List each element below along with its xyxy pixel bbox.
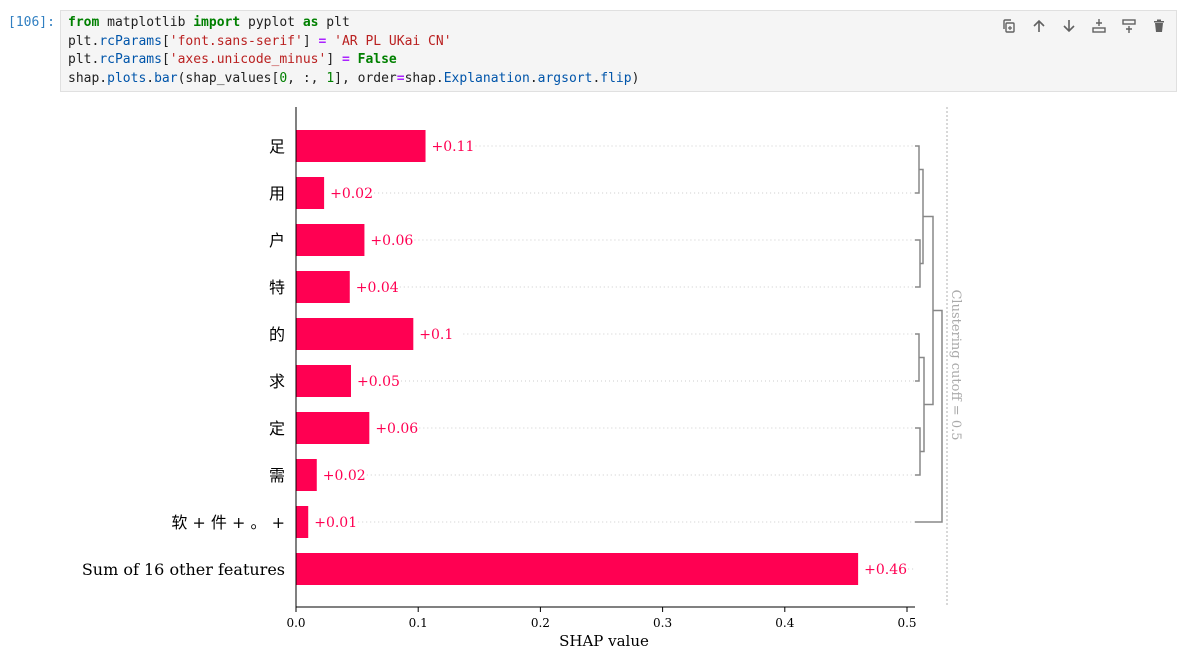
category-label: 求	[269, 372, 285, 391]
x-tick-label: 0.5	[897, 616, 916, 630]
dendrogram-branch	[915, 427, 921, 476]
code-token: argsort	[537, 70, 593, 86]
bar-value-label: +0.02	[323, 468, 366, 484]
code-token: pyplot	[240, 15, 303, 30]
code-token: rcParams	[99, 52, 162, 67]
dendrogram-branch	[915, 239, 921, 288]
bar	[296, 459, 317, 491]
code-token: =	[318, 33, 327, 49]
cell-toolbar	[996, 15, 1172, 37]
copy-icon	[1003, 19, 1015, 33]
shap-bar-chart: +0.11 足 +0.02 用 +0.06 户 +0.04 特 +0.1 的 +0.05 求 +0.06…	[82, 107, 963, 650]
code-token: 'axes.unicode_minus'	[169, 52, 327, 67]
x-tick-label: 0.2	[531, 616, 550, 630]
insert-below-icon	[1122, 19, 1136, 33]
x-tick-label: 0.3	[653, 616, 672, 630]
insert-above-button[interactable]	[1086, 15, 1112, 37]
code-token: bar	[154, 70, 178, 86]
bar	[296, 271, 350, 303]
code-token	[326, 34, 334, 49]
code-token: as	[302, 15, 319, 30]
code-token: plt	[318, 15, 350, 30]
bar-value-label: +0.02	[330, 186, 373, 202]
category-label: 的	[269, 325, 285, 344]
code-token: rcParams	[99, 33, 162, 49]
category-label: 需	[269, 466, 285, 485]
code-token: from	[68, 15, 100, 30]
code-token: , :,	[287, 70, 327, 86]
bar-value-label: +0.11	[432, 139, 475, 155]
code-token: 1	[326, 70, 335, 86]
bar	[296, 412, 370, 444]
code-token: )	[631, 70, 640, 86]
dendrogram-branch	[915, 145, 920, 194]
insert-below-button[interactable]	[1116, 15, 1142, 37]
code-token: import	[193, 15, 241, 30]
category-label: 特	[269, 278, 285, 297]
bar	[296, 365, 351, 397]
bar-value-label: +0.46	[864, 562, 907, 578]
x-axis-label: SHAP value	[559, 632, 649, 650]
bar	[296, 318, 414, 350]
category-label: 定	[269, 419, 285, 438]
bar-value-label: +0.05	[357, 374, 400, 390]
code-token: .	[529, 70, 538, 86]
bar	[296, 506, 309, 538]
category-label: 用	[269, 184, 285, 203]
bar	[296, 224, 365, 256]
bar-value-label: +0.04	[356, 280, 399, 296]
category-label: 软 + 件 + 。 +	[171, 513, 285, 532]
bar	[296, 130, 426, 162]
bar	[296, 553, 859, 585]
code-token: Explanation	[443, 70, 530, 86]
cell-prompt: [106]:	[8, 15, 55, 30]
category-label: Sum of 16 other features	[82, 560, 285, 579]
code-token: 'font.sans-serif'	[169, 33, 303, 49]
code-token: matplotlib	[99, 15, 194, 30]
code-token: False	[357, 52, 397, 67]
code-token	[350, 52, 358, 67]
x-tick-label: 0.0	[286, 616, 305, 630]
category-label: 足	[269, 137, 285, 156]
bar	[296, 177, 325, 209]
delete-icon	[1154, 19, 1164, 32]
move-up-button[interactable]	[1026, 15, 1052, 37]
cutoff-label: Clustering cutoff = 0.5	[948, 289, 963, 440]
delete-cell-button[interactable]	[1146, 15, 1172, 37]
insert-above-icon	[1092, 19, 1106, 33]
x-tick-label: 0.1	[409, 616, 428, 630]
code-token: shap.	[404, 70, 444, 86]
bar-value-label: +0.06	[375, 421, 418, 437]
code-token: ], order	[334, 70, 397, 86]
arrow-down-icon	[1063, 20, 1075, 33]
code-token: .	[146, 70, 155, 86]
code-token: plt.	[68, 33, 100, 49]
dendrogram-branch	[915, 309, 943, 523]
code-token: shap.	[68, 70, 108, 86]
code-token: .	[592, 70, 601, 86]
code-token: 'AR PL UKai CN'	[334, 33, 452, 49]
category-label: 户	[269, 231, 285, 250]
code-token: [	[161, 33, 170, 49]
code-token: ]	[302, 33, 319, 49]
code-editor[interactable]: from matplotlib import pyplot as plt plt…	[68, 14, 639, 88]
move-down-button[interactable]	[1056, 15, 1082, 37]
bar-value-label: +0.1	[419, 327, 453, 343]
code-token: plt.	[68, 52, 100, 67]
arrow-up-icon	[1033, 19, 1045, 32]
bar-value-label: +0.06	[370, 233, 413, 249]
code-token: flip	[600, 70, 632, 86]
code-token: plots	[107, 70, 147, 86]
copy-cell-button[interactable]	[996, 15, 1022, 37]
dendrogram-branch	[915, 333, 920, 382]
code-token: =	[341, 52, 350, 67]
code-token: =	[396, 70, 405, 86]
code-token: 0	[279, 70, 288, 86]
code-cell[interactable]: from matplotlib import pyplot as plt plt…	[60, 10, 1177, 92]
code-token: ]	[326, 52, 342, 67]
bar-value-label: +0.01	[314, 515, 357, 531]
code-token: (shap_values[	[177, 70, 280, 86]
x-tick-label: 0.4	[775, 616, 794, 630]
code-token: [	[161, 52, 170, 67]
